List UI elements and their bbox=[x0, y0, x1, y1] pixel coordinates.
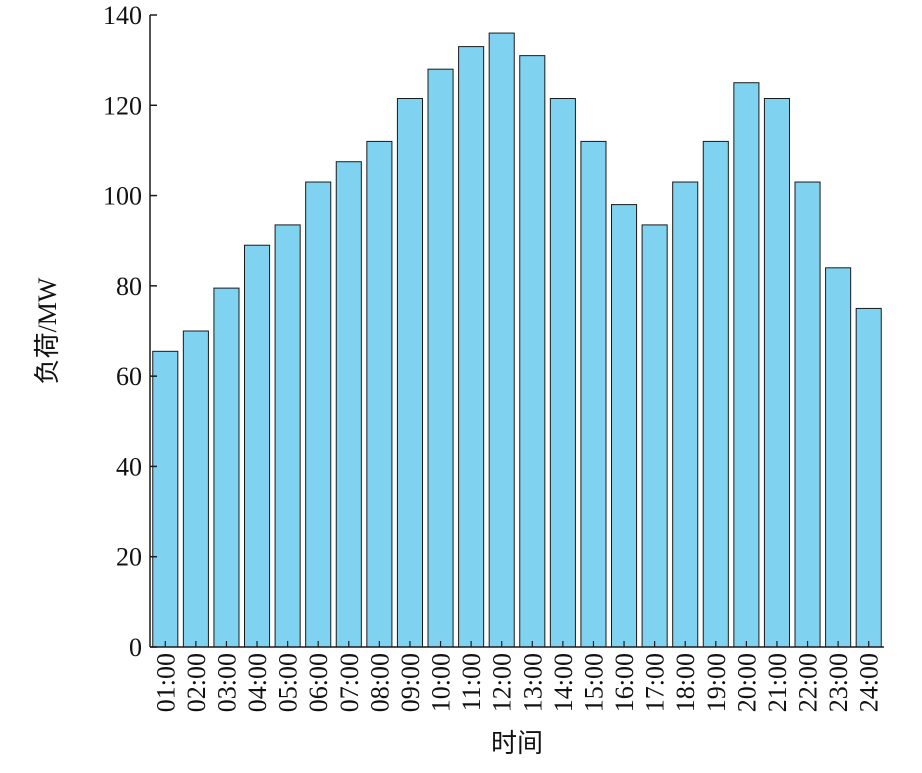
x-tick-label: 22:00 bbox=[794, 653, 823, 712]
y-tick-label: 0 bbox=[129, 633, 142, 662]
y-tick-label: 140 bbox=[103, 1, 142, 30]
x-tick-label: 03:00 bbox=[212, 653, 241, 712]
bar-17:00 bbox=[641, 224, 668, 648]
y-tick-label: 60 bbox=[116, 362, 142, 391]
bar-07:00 bbox=[335, 161, 362, 648]
x-tick-label: 20:00 bbox=[732, 653, 761, 712]
y-tick-label: 40 bbox=[116, 452, 142, 481]
x-tick-label: 04:00 bbox=[243, 653, 272, 712]
bar-01:00 bbox=[152, 350, 179, 648]
x-ticks: 01:00 02:00 03:00 04:00 05:00 06:00 07:00 08:00… bbox=[151, 641, 884, 712]
axes-layer bbox=[149, 15, 884, 648]
bar-02:00 bbox=[182, 330, 209, 648]
x-tick-label: 24:00 bbox=[855, 653, 884, 712]
bar-18:00 bbox=[672, 181, 699, 648]
x-axis-title: 时间 bbox=[491, 729, 543, 758]
x-tick-label: 16:00 bbox=[610, 653, 639, 712]
x-tick-label: 10:00 bbox=[427, 653, 456, 712]
x-tick-label: 17:00 bbox=[641, 653, 670, 712]
bar-14:00 bbox=[549, 98, 576, 648]
x-tick-label: 06:00 bbox=[304, 653, 333, 712]
bar-21:00 bbox=[763, 98, 790, 648]
bars-layer bbox=[152, 32, 882, 648]
x-tick-label: 08:00 bbox=[365, 653, 394, 712]
bar-24:00 bbox=[855, 307, 882, 648]
bar-23:00 bbox=[825, 267, 852, 648]
bar-15:00 bbox=[580, 140, 607, 648]
x-tick-label: 23:00 bbox=[824, 653, 853, 712]
x-tick-label: 05:00 bbox=[274, 653, 303, 712]
bar-09:00 bbox=[396, 98, 424, 648]
bar-13:00 bbox=[519, 55, 546, 648]
bar-03:00 bbox=[213, 287, 240, 648]
bar-08:00 bbox=[366, 140, 393, 648]
x-tick-label: 07:00 bbox=[335, 653, 364, 712]
bar-22:00 bbox=[794, 181, 821, 648]
x-tick-label: 11:00 bbox=[457, 653, 486, 711]
bar-05:00 bbox=[274, 224, 301, 648]
y-ticks: 0 20 40 60 80 100 120 140 bbox=[103, 1, 157, 662]
x-tick-label: 01:00 bbox=[151, 653, 180, 712]
bar-04:00 bbox=[244, 244, 271, 648]
x-tick-label: 15:00 bbox=[579, 653, 608, 712]
bar-06:00 bbox=[305, 181, 332, 648]
x-tick-label: 09:00 bbox=[396, 653, 425, 712]
y-tick-label: 20 bbox=[116, 543, 142, 572]
bar-20:00 bbox=[733, 82, 760, 648]
y-axis-title: 负荷/MW bbox=[33, 277, 62, 384]
x-tick-label: 19:00 bbox=[702, 653, 731, 712]
bar-12:00 bbox=[488, 32, 515, 648]
x-tick-label: 21:00 bbox=[763, 653, 792, 712]
bar-16:00 bbox=[611, 204, 638, 648]
bar-11:00 bbox=[458, 46, 485, 648]
y-tick-label: 80 bbox=[116, 272, 142, 301]
y-tick-label: 120 bbox=[103, 91, 142, 120]
y-tick-label: 100 bbox=[103, 182, 142, 211]
x-tick-label: 13:00 bbox=[518, 653, 547, 712]
bar-19:00 bbox=[702, 140, 729, 648]
bar-10:00 bbox=[427, 68, 454, 648]
x-tick-label: 12:00 bbox=[488, 653, 517, 712]
x-tick-label: 18:00 bbox=[671, 653, 700, 712]
x-tick-label: 14:00 bbox=[549, 653, 578, 712]
x-tick-label: 02:00 bbox=[182, 653, 211, 712]
